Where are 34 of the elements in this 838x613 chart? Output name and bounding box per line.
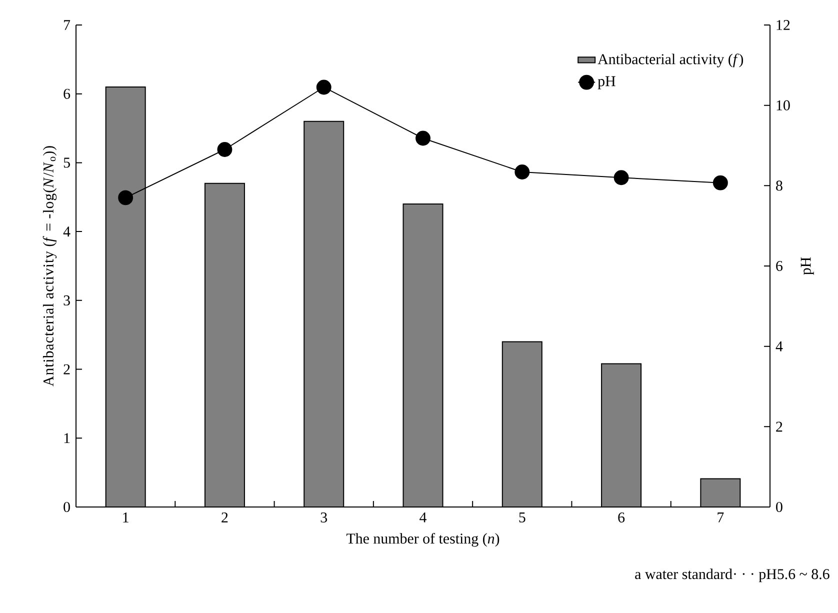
y-tick-label: 1 xyxy=(64,433,70,444)
x-tick-label: 1 xyxy=(123,512,128,522)
y2-tick-label: 2 xyxy=(776,422,782,432)
x-tick-label: 7 xyxy=(718,512,724,522)
y2-tick-label: 10 xyxy=(776,100,790,110)
y-tick-label: 5 xyxy=(64,158,70,168)
point xyxy=(316,80,332,95)
y2-tick-label: 8 xyxy=(776,180,782,191)
y-tick-label: 3 xyxy=(64,295,70,306)
legend-label: Antibacterial activity (f) xyxy=(598,54,744,68)
point xyxy=(217,142,232,157)
x-tick-label: 3 xyxy=(320,512,328,522)
point xyxy=(416,130,430,146)
x-tick-label: 6 xyxy=(618,512,625,522)
x-tick-label: 5 xyxy=(519,512,526,522)
y2-tick-label: 0 xyxy=(776,502,782,512)
y-tick-label: 6 xyxy=(64,88,70,99)
y-tick-label: 4 xyxy=(63,226,70,236)
y-tick-label: 0 xyxy=(64,502,70,512)
point xyxy=(118,190,134,206)
y2-tick-label: 6 xyxy=(776,260,783,271)
y-tick-label: 2 xyxy=(64,364,70,374)
y2-tick-label: 12 xyxy=(776,20,790,30)
x-axis-title: The number of testing (n) xyxy=(346,532,500,547)
point xyxy=(514,164,530,180)
text: a water standard· · · pH5.6 ~ 8.6 xyxy=(635,568,830,582)
x-tick-label: 4 xyxy=(420,512,427,522)
x-tick-label: 2 xyxy=(222,512,228,522)
point xyxy=(712,175,728,190)
y2-axis-title: pH xyxy=(800,257,814,275)
point xyxy=(614,170,629,186)
legend-label: pH xyxy=(598,76,616,90)
y2-tick-label: 4 xyxy=(776,341,783,352)
y-tick-label: 7 xyxy=(64,20,70,30)
